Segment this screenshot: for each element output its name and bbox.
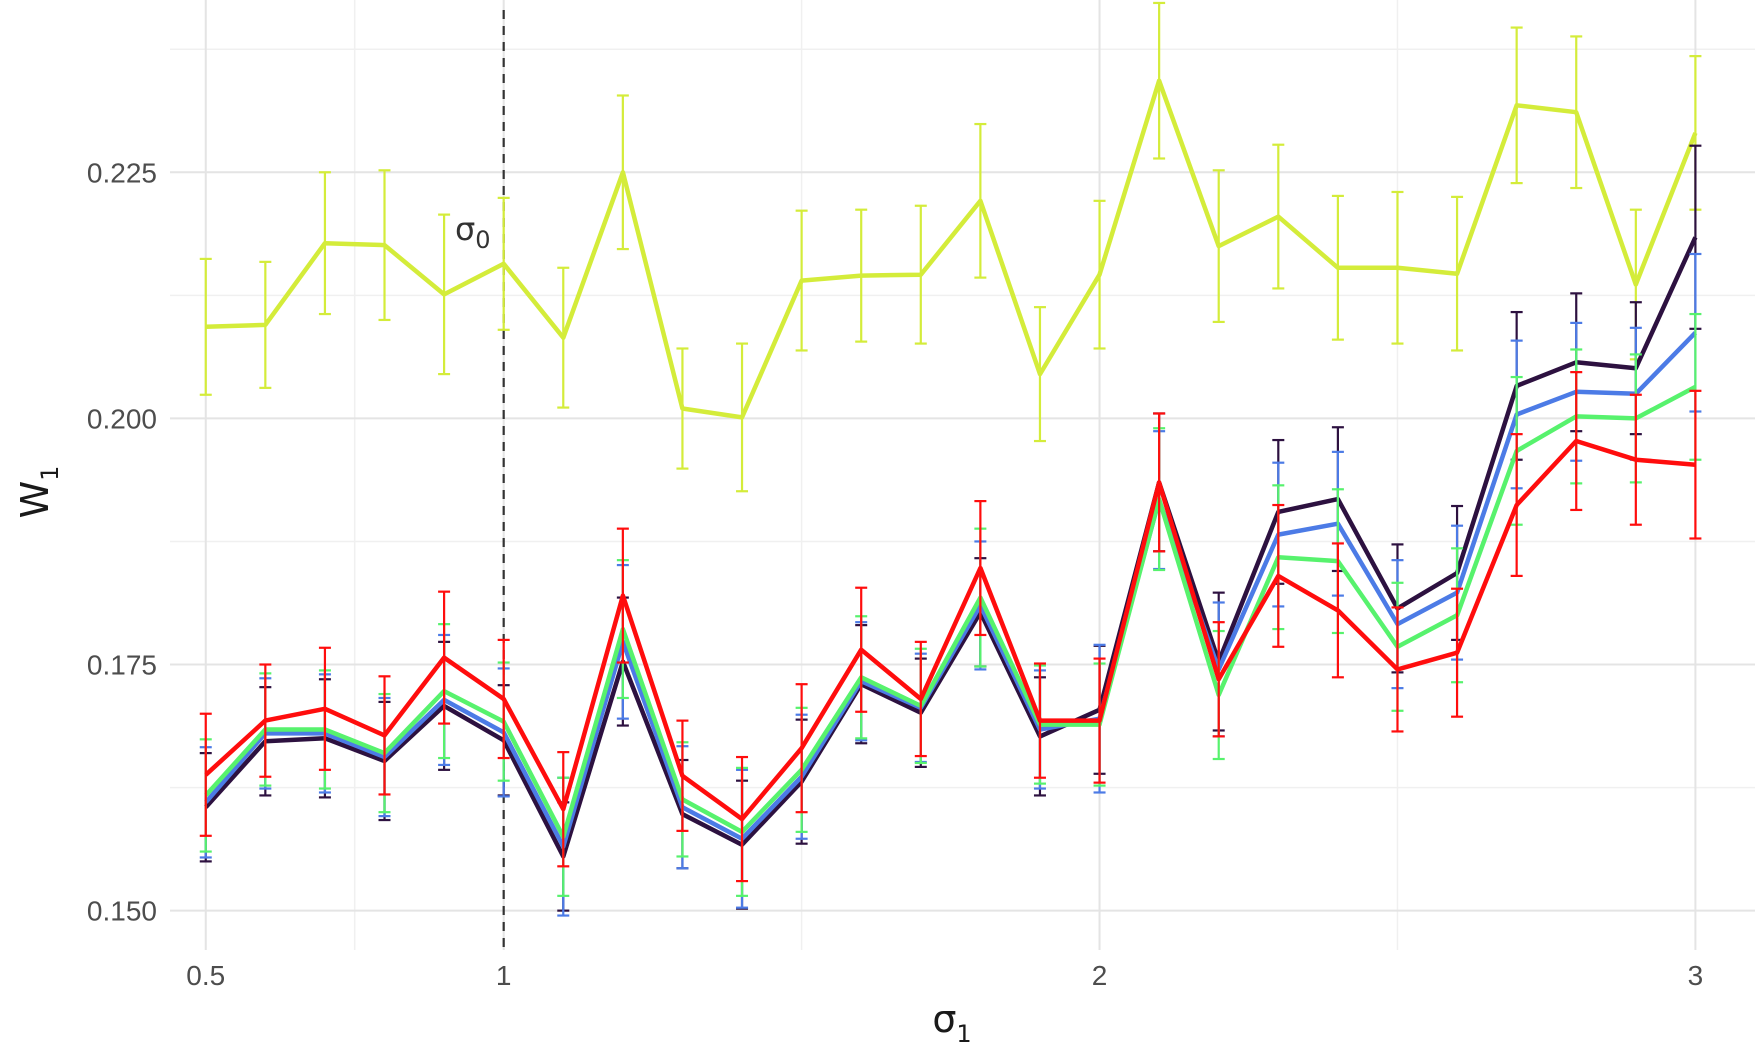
reference-label-sub: 0 — [475, 226, 490, 254]
y-tick-labels: 0.150 0.175 0.200 0.225 — [87, 157, 157, 926]
reference-label-main: σ — [455, 210, 475, 248]
y-tick-label: 0.175 — [87, 650, 157, 681]
series-line — [204, 438, 1696, 822]
series-layer — [199, 1, 1702, 917]
error-bar — [199, 257, 212, 396]
series-0 — [199, 1, 1702, 493]
x-tick-label: 2 — [1092, 960, 1108, 991]
series-4 — [199, 371, 1702, 883]
x-tick-label: 3 — [1688, 960, 1704, 991]
x-tick-labels: 0.5 1 2 3 — [186, 960, 1703, 991]
series-line — [204, 384, 1697, 840]
series-1 — [199, 144, 1702, 912]
y-axis-title: W1 — [13, 466, 64, 519]
series-line — [205, 78, 1698, 420]
error-bar — [199, 712, 212, 837]
y-axis-title-main: W — [13, 481, 57, 519]
x-axis-title-sub: 1 — [956, 1020, 971, 1048]
y-tick-label: 0.225 — [87, 157, 157, 188]
x-tick-label: 0.5 — [186, 960, 225, 991]
y-tick-label: 0.150 — [87, 896, 157, 927]
x-axis-title-main: σ — [932, 997, 956, 1041]
x-axis-title: σ1 — [932, 997, 971, 1048]
y-tick-label: 0.200 — [87, 403, 157, 434]
error-bar — [1689, 389, 1702, 540]
series-line — [204, 236, 1698, 859]
series-line — [204, 331, 1698, 849]
x-tick-label: 1 — [496, 960, 512, 991]
reference-line-label: σ0 — [455, 210, 491, 254]
y-axis-title-sub: 1 — [36, 466, 64, 481]
series-2 — [199, 252, 1702, 917]
minor-gridlines — [170, 0, 1755, 950]
